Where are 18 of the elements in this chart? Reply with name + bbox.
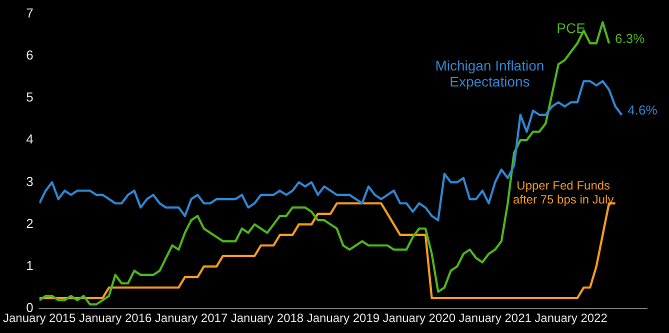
x-tick-label: January 2016: [78, 311, 152, 326]
x-tick-label: January 2018: [230, 311, 304, 326]
annotation: 4.6%: [628, 102, 658, 118]
x-tick-label: January 2019: [306, 311, 380, 326]
x-tick-label: January 2017: [154, 311, 228, 326]
y-tick-label: 6: [26, 47, 34, 62]
y-tick-label: 7: [26, 5, 34, 20]
y-tick-label: 3: [26, 174, 34, 189]
annotation: 6.3%: [615, 30, 646, 46]
y-tick-label: 5: [26, 90, 34, 105]
series-label: PCE: [556, 20, 586, 36]
series-label: Michigan Inflation Expectations: [435, 58, 544, 90]
y-tick-label: 4: [26, 132, 34, 147]
x-tick-label: January 2021: [458, 311, 532, 326]
x-tick-label: January 2022: [534, 311, 608, 326]
y-tick-label: 2: [26, 216, 34, 231]
y-tick-label: 1: [26, 258, 34, 274]
x-tick-label: January 2020: [382, 311, 456, 326]
